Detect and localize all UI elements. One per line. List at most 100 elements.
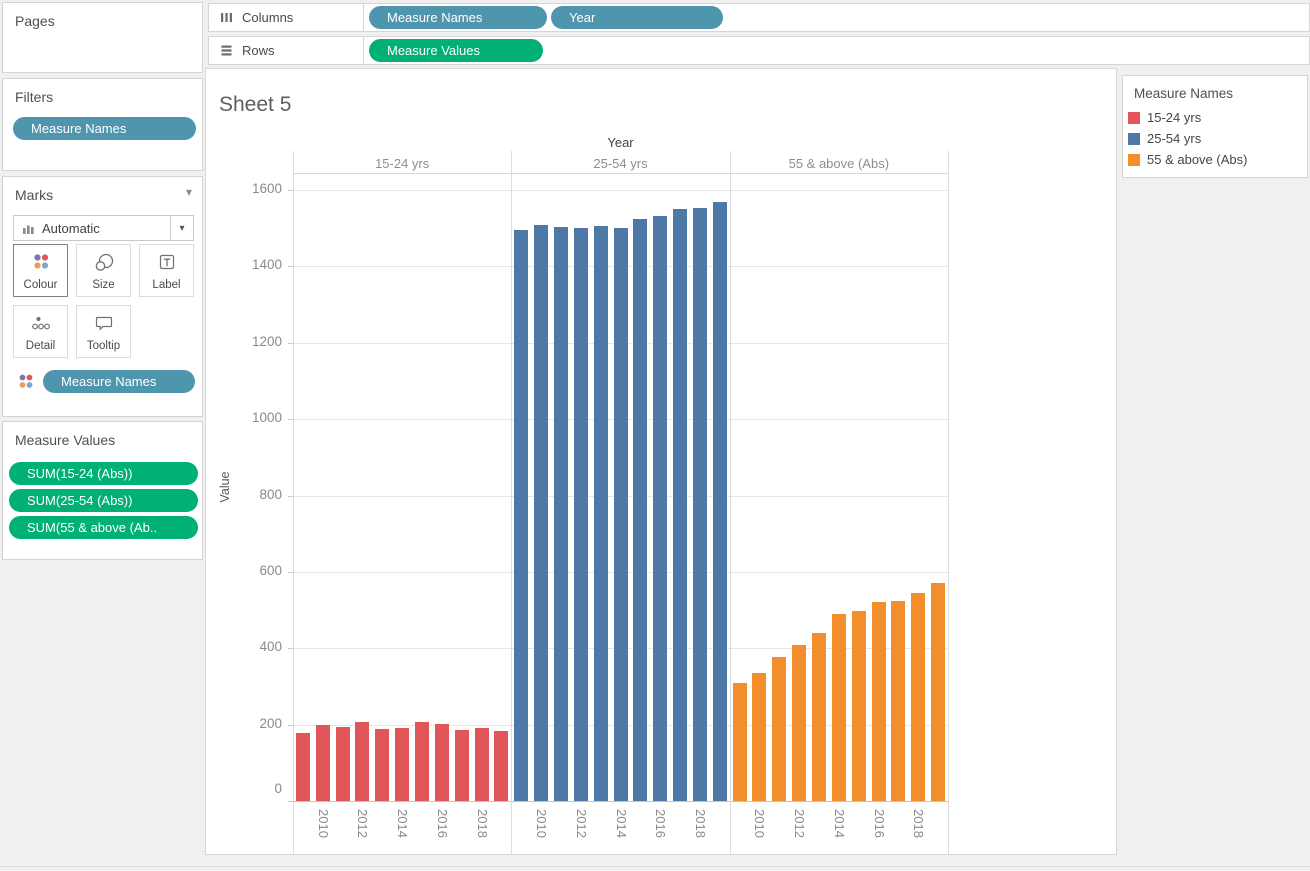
x-tick-label: 2012 xyxy=(792,809,808,838)
bar[interactable] xyxy=(911,592,926,801)
bar[interactable] xyxy=(871,602,886,801)
bar[interactable] xyxy=(454,729,469,801)
y-tick-label: 400 xyxy=(259,639,282,655)
bar[interactable] xyxy=(553,226,568,801)
y-tick-label: 800 xyxy=(259,486,282,502)
measure-values-card[interactable]: Measure Values SUM(15-24 (Abs)) SUM(25-54… xyxy=(2,421,203,560)
bar[interactable] xyxy=(395,727,410,801)
measure-values-card-title: Measure Values xyxy=(15,432,116,448)
panel-header[interactable]: 25-54 yrs xyxy=(593,156,648,171)
bar[interactable] xyxy=(673,208,688,801)
bar[interactable] xyxy=(831,614,846,801)
mark-type-value: Automatic xyxy=(42,220,100,236)
bar[interactable] xyxy=(931,583,946,801)
bar[interactable] xyxy=(355,721,370,801)
mark-type-dropdown[interactable]: Automatic ▾ xyxy=(13,215,194,241)
colour-button[interactable]: Colour xyxy=(13,244,68,297)
bar[interactable] xyxy=(375,729,390,801)
y-axis-tick xyxy=(288,419,293,421)
x-tick-label: 2010 xyxy=(534,809,550,838)
bar[interactable] xyxy=(335,726,350,801)
tooltip-icon xyxy=(93,314,115,333)
x-tick-label: 2014 xyxy=(395,809,411,838)
bar[interactable] xyxy=(593,225,608,801)
label-button[interactable]: Label xyxy=(139,244,194,297)
mark-type-caret-icon[interactable]: ▾ xyxy=(170,216,193,240)
pill-year[interactable]: Year xyxy=(551,6,723,29)
bar[interactable] xyxy=(534,225,549,801)
pill-sum-55-above-ab-[interactable]: SUM(55 & above (Ab.. xyxy=(9,516,198,539)
bar[interactable] xyxy=(573,227,588,801)
pill-sum-25-54-abs-[interactable]: SUM(25-54 (Abs)) xyxy=(9,489,198,512)
colour-dots-icon[interactable] xyxy=(17,373,35,390)
tooltip-button[interactable]: Tooltip xyxy=(76,305,131,358)
colour-button-label: Colour xyxy=(23,279,58,291)
pane-border xyxy=(511,151,513,855)
y-axis-tick xyxy=(288,724,293,726)
pill-measure-names[interactable]: Measure Names xyxy=(369,6,547,29)
bar[interactable] xyxy=(613,228,628,801)
legend-item[interactable]: 15-24 yrs xyxy=(1123,107,1307,128)
axis-baseline xyxy=(293,801,948,802)
legend-item[interactable]: 55 & above (Abs) xyxy=(1123,149,1307,170)
x-tick-label: 2010 xyxy=(315,809,331,838)
bar[interactable] xyxy=(712,201,727,801)
rows-shelf[interactable]: Rows Measure Values xyxy=(208,36,1310,65)
x-tick-label: 2016 xyxy=(434,809,450,838)
bar[interactable] xyxy=(792,644,807,801)
columns-shelf[interactable]: Columns Measure Names Year xyxy=(208,3,1310,32)
filters-pills[interactable]: Measure Names xyxy=(13,117,196,140)
sheet-title: Sheet 5 xyxy=(219,93,292,116)
bar[interactable] xyxy=(295,733,310,801)
filters-card-title: Filters xyxy=(15,89,54,105)
bar[interactable] xyxy=(891,600,906,801)
pane-border xyxy=(948,151,949,855)
gridline xyxy=(293,190,948,191)
bar[interactable] xyxy=(494,730,509,801)
bar[interactable] xyxy=(811,632,826,801)
detail-button-label: Detail xyxy=(25,340,56,352)
legend-item[interactable]: 25-54 yrs xyxy=(1123,128,1307,149)
filters-card[interactable]: Filters Measure Names xyxy=(2,78,203,171)
year-column-header[interactable]: Year xyxy=(607,135,634,150)
panel-header[interactable]: 55 & above (Abs) xyxy=(788,156,890,171)
pill-measure-names[interactable]: Measure Names xyxy=(43,370,195,393)
bar[interactable] xyxy=(415,721,429,801)
pages-card[interactable]: Pages xyxy=(2,2,203,73)
columns-shelf-pills[interactable]: Measure Names Year xyxy=(364,6,723,29)
x-tick-label: 2012 xyxy=(573,809,589,838)
y-axis-title[interactable]: Value xyxy=(218,471,232,503)
x-tick-label: 2014 xyxy=(613,809,629,838)
bar[interactable] xyxy=(653,215,668,801)
pill-measure-names[interactable]: Measure Names xyxy=(13,117,196,140)
x-tick-label: 2018 xyxy=(911,809,927,838)
panel-header[interactable]: 15-24 yrs xyxy=(375,156,430,171)
columns-shelf-text: Columns xyxy=(242,10,294,25)
marks-card-title: Marks xyxy=(15,187,54,203)
bar[interactable] xyxy=(315,725,330,801)
legend-swatch xyxy=(1128,132,1140,145)
bar[interactable] xyxy=(474,728,489,801)
bar[interactable] xyxy=(772,656,787,801)
bar[interactable] xyxy=(851,611,866,801)
bar[interactable] xyxy=(434,724,449,801)
y-axis-tick xyxy=(288,266,293,268)
pill-measure-values[interactable]: Measure Values xyxy=(369,39,543,62)
legend-label: 55 & above (Abs) xyxy=(1147,152,1248,167)
marks-pills[interactable]: Measure Names xyxy=(43,370,195,393)
size-button[interactable]: Size xyxy=(76,244,131,297)
pill-sum-15-24-abs-[interactable]: SUM(15-24 (Abs)) xyxy=(9,462,198,485)
bar[interactable] xyxy=(633,219,648,801)
x-tick-label: 2016 xyxy=(871,809,887,838)
measure-values-pills[interactable]: SUM(15-24 (Abs)) SUM(25-54 (Abs)) SUM(55 &… xyxy=(9,462,198,539)
detail-button[interactable]: Detail xyxy=(13,305,68,358)
tooltip-button-label: Tooltip xyxy=(86,340,121,352)
marks-collapse-caret[interactable]: ▾ xyxy=(185,185,192,199)
bar[interactable] xyxy=(514,230,529,801)
bar[interactable] xyxy=(752,672,767,801)
bar[interactable] xyxy=(732,683,747,801)
bar[interactable] xyxy=(692,207,707,801)
detail-icon xyxy=(30,314,52,333)
rows-shelf-pills[interactable]: Measure Values xyxy=(364,39,543,62)
